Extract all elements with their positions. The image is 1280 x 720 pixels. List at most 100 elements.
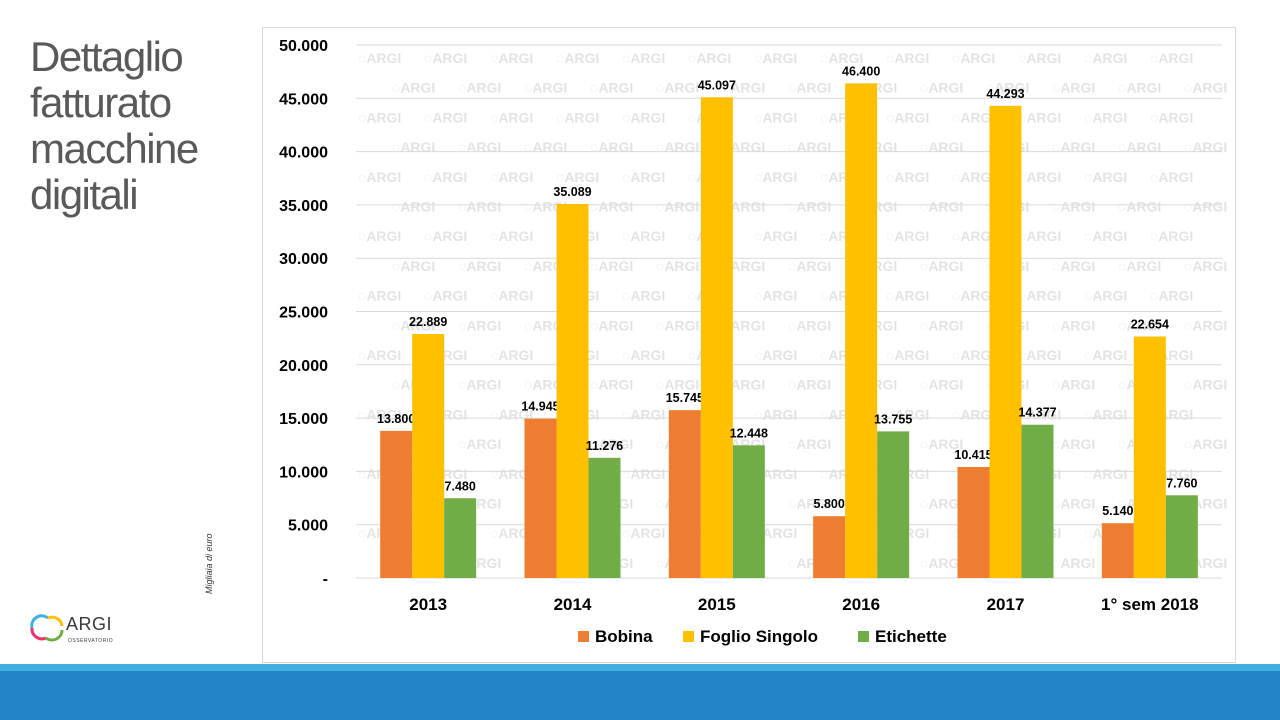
bar-chart: ◌ARGI ◌ARGI ◌ARGI ◌ARGI ◌ARGI ◌ARGI ◌ARGI ◌ARGI… xyxy=(279,38,1227,646)
watermark-logo: ◌ARGI xyxy=(722,80,765,96)
watermark-logo: ◌ARGI xyxy=(1084,288,1127,304)
bar xyxy=(668,410,701,578)
watermark-logo: ◌ARGI xyxy=(358,228,401,244)
watermark-logo: ◌ARGI xyxy=(1052,317,1095,333)
data-label: 44.293 xyxy=(986,87,1024,101)
watermark-logo: ◌ARGI xyxy=(1052,436,1095,452)
watermark-logo: ◌ARGI xyxy=(1184,199,1227,215)
data-label: 22.654 xyxy=(1131,318,1169,332)
watermark-logo: ◌ARGI xyxy=(1118,317,1161,333)
watermark-logo: ◌ARGI xyxy=(656,199,699,215)
data-label: 7.760 xyxy=(1166,476,1197,490)
watermark-logo: ◌ARGI xyxy=(458,258,501,274)
y-tick-label: 50.000 xyxy=(279,38,328,55)
watermark-logo: ◌ARGI xyxy=(524,139,567,155)
watermark-logo: ◌ARGI xyxy=(1084,347,1127,363)
watermark-logo: ◌ARGI xyxy=(622,228,665,244)
watermark-logo: ◌ARGI xyxy=(1118,199,1161,215)
watermark-logo: ◌ARGI xyxy=(590,436,633,452)
watermark-logo: ◌ARGI xyxy=(754,228,797,244)
bar xyxy=(877,431,910,578)
watermark-logo: ◌ARGI xyxy=(1052,199,1095,215)
bar xyxy=(380,430,413,578)
data-label: 35.089 xyxy=(553,185,591,199)
watermark-logo: ◌ARGI xyxy=(358,169,401,185)
watermark-logo: ◌ARGI xyxy=(490,109,533,125)
watermark-logo: ◌ARGI xyxy=(1018,288,1061,304)
watermark-logo: ◌ARGI xyxy=(788,139,831,155)
bar xyxy=(1021,424,1054,578)
x-tick-label: 2015 xyxy=(698,595,736,614)
watermark-logo: ◌ARGI xyxy=(622,466,665,482)
watermark-logo: ◌ARGI xyxy=(458,317,501,333)
watermark-logo: ◌ARGI xyxy=(556,50,599,66)
y-tick-label: 20.000 xyxy=(279,358,328,375)
bar xyxy=(1165,495,1198,578)
watermark-logo: ◌ARGI xyxy=(886,347,929,363)
watermark-logo: ◌ARGI xyxy=(622,109,665,125)
watermark-logo: ◌ARGI xyxy=(952,169,995,185)
watermark-logo: ◌ARGI xyxy=(952,50,995,66)
watermark-logo: ◌ARGI xyxy=(622,169,665,185)
watermark-logo: ◌ARGI xyxy=(952,228,995,244)
watermark-logo: ◌ARGI xyxy=(788,317,831,333)
bar xyxy=(700,97,733,578)
watermark-logo: ◌ARGI xyxy=(622,406,665,422)
bar xyxy=(412,334,445,578)
watermark-logo: ◌ARGI xyxy=(1052,377,1095,393)
watermark-logo: ◌ARGI xyxy=(392,317,435,333)
data-label: 10.415 xyxy=(954,448,992,462)
watermark-logo: ◌ARGI xyxy=(656,377,699,393)
watermark-logo: ◌ARGI xyxy=(1018,109,1061,125)
data-label: 13.755 xyxy=(874,412,912,426)
data-label: 11.276 xyxy=(586,439,624,453)
data-label: 12.448 xyxy=(730,426,768,440)
watermark-logo: ◌ARGI xyxy=(1150,169,1193,185)
watermark-logo: ◌ARGI xyxy=(1118,258,1161,274)
watermark-logo: ◌ARGI xyxy=(1118,139,1161,155)
watermark-logo: ◌ARGI xyxy=(886,50,929,66)
watermark-logo: ◌ARGI xyxy=(1118,80,1161,96)
watermark-logo: ◌ARGI xyxy=(920,436,963,452)
watermark-logo: ◌ARGI xyxy=(1184,317,1227,333)
watermark-logo: ◌ARGI xyxy=(524,258,567,274)
watermark-logo: ◌ARGI xyxy=(392,139,435,155)
watermark-logo: ◌ARGI xyxy=(1084,228,1127,244)
watermark-logo: ◌ARGI xyxy=(556,109,599,125)
bar xyxy=(1101,523,1134,578)
watermark-logo: ◌ARGI xyxy=(1084,466,1127,482)
data-label: 14.377 xyxy=(1018,406,1056,420)
y-tick-label: 5.000 xyxy=(288,518,328,535)
watermark-logo: ◌ARGI xyxy=(1150,228,1193,244)
watermark-logo: ◌ARGI xyxy=(590,80,633,96)
legend-label: Etichette xyxy=(875,627,947,646)
watermark-logo: ◌ARGI xyxy=(622,347,665,363)
y-tick-label: 45.000 xyxy=(279,91,328,108)
watermark-logo: ◌ARGI xyxy=(358,347,401,363)
bar xyxy=(989,105,1022,579)
y-tick-label: - xyxy=(323,571,328,588)
watermark-logo: ◌ARGI xyxy=(788,436,831,452)
watermark-logo: ◌ARGI xyxy=(1018,169,1061,185)
watermark-logo: ◌ARGI xyxy=(886,109,929,125)
watermark-logo: ◌ARGI xyxy=(358,288,401,304)
legend-label: Bobina xyxy=(595,627,653,646)
watermark-logo: ◌ARGI xyxy=(392,258,435,274)
watermark-logo: ◌ARGI xyxy=(886,169,929,185)
watermark-logo: ◌ARGI xyxy=(490,288,533,304)
watermark-logo: ◌ARGI xyxy=(490,525,533,541)
watermark-logo: ◌ARGI xyxy=(1018,228,1061,244)
watermark-logo: ◌ARGI xyxy=(424,169,467,185)
watermark-logo: ◌ARGI xyxy=(458,377,501,393)
watermark-logo: ◌ARGI xyxy=(1150,109,1193,125)
x-tick-label: 2014 xyxy=(554,595,592,614)
watermark-logo: ◌ARGI xyxy=(1052,139,1095,155)
footer-band xyxy=(0,671,1280,720)
watermark-logo: ◌ARGI xyxy=(920,555,963,571)
bar xyxy=(732,445,765,578)
watermark-logo: ◌ARGI xyxy=(590,317,633,333)
data-label: 46.400 xyxy=(842,64,880,78)
watermark-logo: ◌ARGI xyxy=(920,139,963,155)
watermark-logo: ◌ARGI xyxy=(1150,50,1193,66)
data-label: 13.800 xyxy=(377,412,415,426)
